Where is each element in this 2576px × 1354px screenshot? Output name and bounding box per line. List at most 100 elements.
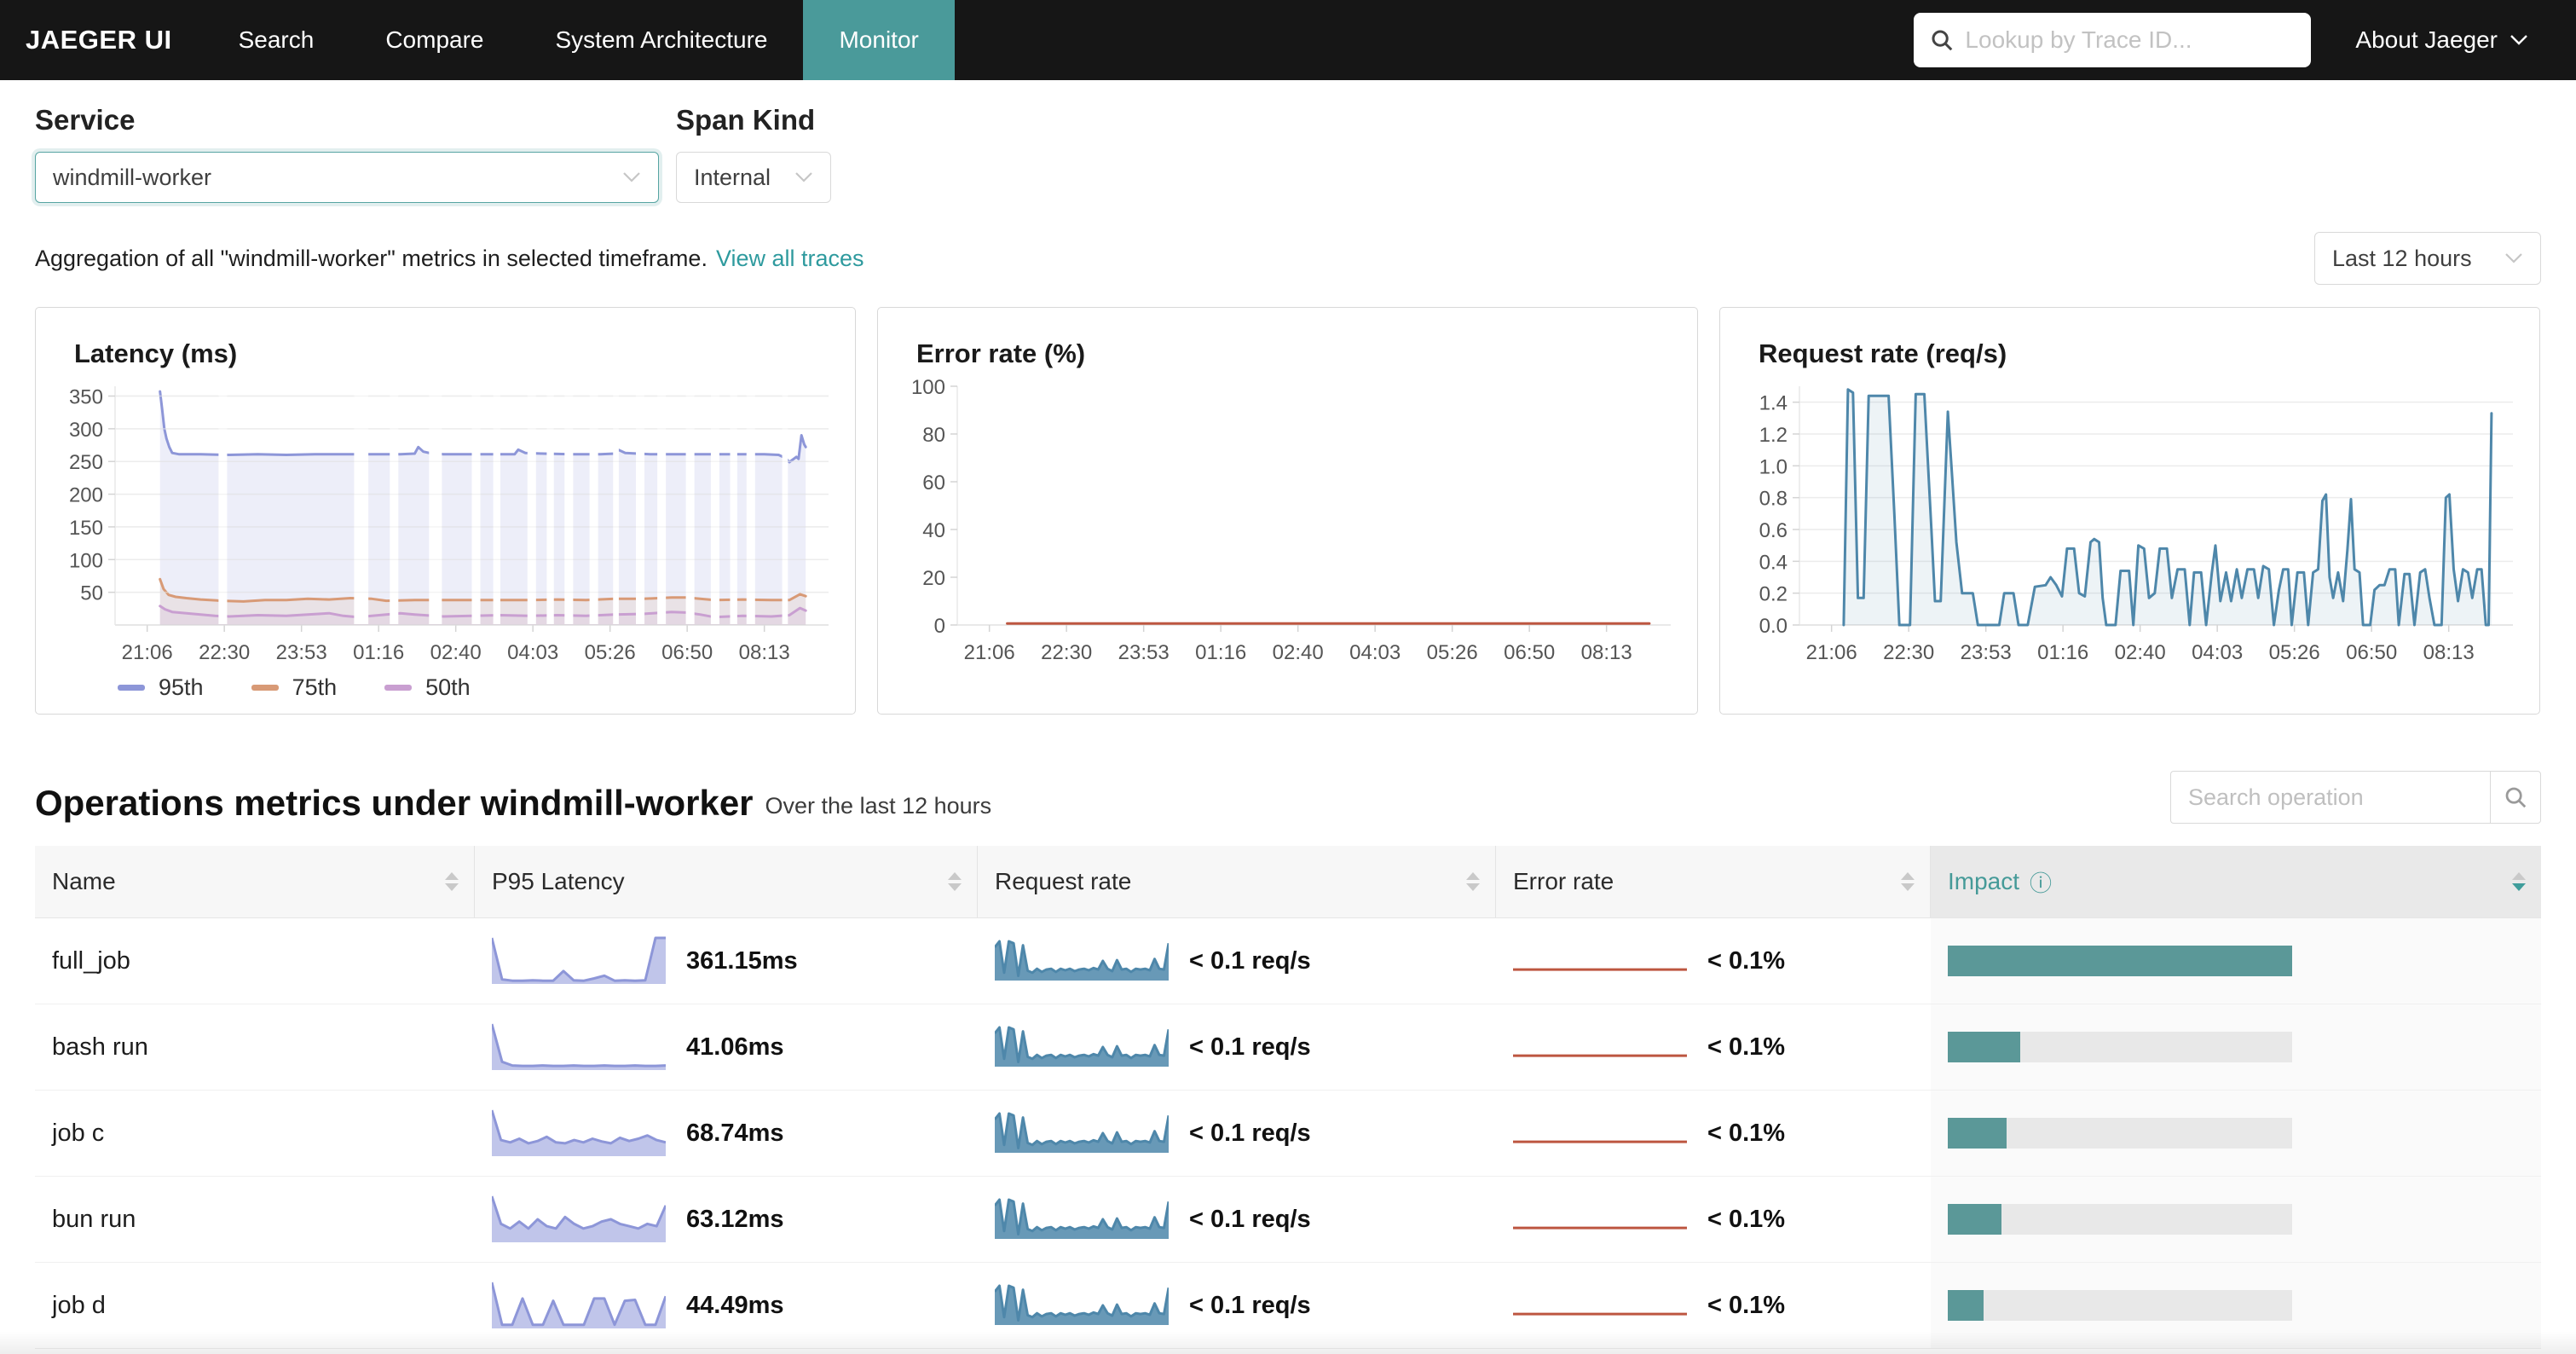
service-select-value: windmill-worker [53, 164, 212, 190]
p95-latency-sparkline [492, 1109, 666, 1156]
svg-text:350: 350 [69, 386, 103, 409]
operation-search-input[interactable] [2170, 771, 2490, 824]
timeframe-select-value: Last 12 hours [2332, 245, 2472, 271]
error-rate-sparkline [1513, 1226, 1687, 1230]
svg-text:200: 200 [69, 484, 103, 507]
operation-search [2170, 771, 2541, 824]
column-header-error-rate[interactable]: Error rate [1496, 846, 1931, 917]
p95-latency-value: 63.12ms [686, 1205, 784, 1233]
search-icon [1932, 30, 1953, 51]
impact-bar-track [1948, 1204, 2292, 1235]
table-row[interactable]: full_job 361.15ms < 0.1 req/s < 0.1% [35, 918, 2541, 1004]
svg-text:08:13: 08:13 [2423, 641, 2475, 664]
span-kind-select[interactable]: Internal [676, 152, 831, 203]
legend-item-95th: 95th [118, 674, 204, 701]
about-jaeger-menu[interactable]: About Jaeger [2355, 0, 2576, 80]
svg-text:01:16: 01:16 [1195, 641, 1246, 664]
span-kind-select-value: Internal [694, 164, 771, 190]
chevron-down-icon [2505, 253, 2522, 263]
sort-icon[interactable] [948, 872, 962, 891]
svg-text:01:16: 01:16 [353, 641, 404, 664]
operation-name: bun run [35, 1177, 475, 1262]
svg-text:08:13: 08:13 [739, 641, 790, 664]
sort-icon[interactable] [1901, 872, 1915, 891]
nav-item-monitor[interactable]: Monitor [803, 0, 955, 80]
svg-text:04:03: 04:03 [2192, 641, 2243, 664]
nav-item-compare[interactable]: Compare [385, 26, 484, 53]
info-icon[interactable]: ⓘ [2030, 870, 2053, 896]
request-rate-chart-card: Request rate (req/s) 0.0 0.2 0.4 0.6 0.8 1.0 1… [1719, 307, 2540, 715]
svg-text:02:40: 02:40 [2115, 641, 2166, 664]
p95-latency-value: 44.49ms [686, 1291, 784, 1319]
table-row[interactable]: bun run 63.12ms < 0.1 req/s < 0.1% [35, 1177, 2541, 1263]
latency-chart-card: Latency (ms) 50 100 150 200 250 300 350 21:06 22… [35, 307, 856, 715]
svg-text:21:06: 21:06 [1806, 641, 1857, 664]
p95-latency-sparkline [492, 1282, 666, 1328]
trace-id-search[interactable] [1914, 13, 2312, 67]
request-rate-sparkline [995, 940, 1169, 981]
column-header-request-rate[interactable]: Request rate [978, 846, 1496, 917]
error-rate-value: < 0.1% [1707, 946, 1786, 975]
error-rate-value: < 0.1% [1707, 1205, 1786, 1233]
impact-bar [1948, 1290, 1984, 1321]
request-rate-chart: 0.0 0.2 0.4 0.6 0.8 1.0 1.2 1.4 21:06 22:30 23:53 0… [1759, 386, 2513, 664]
nav-spacer [955, 0, 1915, 80]
sort-icon[interactable] [445, 872, 459, 891]
chevron-down-icon [623, 172, 640, 182]
impact-bar-track [1948, 1290, 2292, 1321]
table-row[interactable]: job c 68.74ms < 0.1 req/s < 0.1% [35, 1091, 2541, 1177]
sort-icon-active-desc[interactable] [2512, 872, 2526, 891]
impact-bar [1948, 1118, 2007, 1149]
service-charts: Latency (ms) 50 100 150 200 250 300 350 21:06 22… [0, 307, 2576, 715]
error-rate-chart-card: Error rate (%) 0 20 40 60 80 100 21:06 22:30 23:… [877, 307, 1698, 715]
impact-bar [1948, 1032, 2020, 1062]
view-all-traces-link[interactable]: View all traces [715, 245, 864, 271]
error-rate-value: < 0.1% [1707, 1119, 1786, 1147]
svg-text:0.2: 0.2 [1759, 583, 1788, 606]
nav-item-system-architecture[interactable]: System Architecture [555, 26, 768, 53]
service-select[interactable]: windmill-worker [35, 152, 659, 203]
request-rate-sparkline [995, 1198, 1169, 1239]
request-rate-value: < 0.1 req/s [1189, 946, 1311, 975]
svg-text:0.4: 0.4 [1759, 551, 1788, 574]
span-kind-label: Span Kind [676, 104, 816, 136]
operation-name: full_job [35, 918, 475, 1004]
svg-text:06:50: 06:50 [661, 641, 713, 664]
error-rate-sparkline [1513, 1312, 1687, 1316]
request-rate-sparkline [995, 1026, 1169, 1067]
svg-text:100: 100 [69, 549, 103, 572]
timeframe-select[interactable]: Last 12 hours [2314, 232, 2541, 285]
nav-item-search[interactable]: Search [238, 26, 315, 53]
latency-chart-title: Latency (ms) [74, 338, 238, 368]
legend-dash-95th [118, 685, 145, 691]
aggregation-text: Aggregation of all "windmill-worker" met… [35, 245, 708, 271]
operation-name: job c [35, 1091, 475, 1176]
svg-text:60: 60 [922, 472, 945, 495]
trace-id-input[interactable] [1965, 26, 2296, 54]
table-row[interactable]: bash run 41.06ms < 0.1 req/s < 0.1% [35, 1004, 2541, 1091]
svg-text:250: 250 [69, 451, 103, 474]
impact-bar [1948, 1204, 2001, 1235]
operations-table-body: full_job 361.15ms < 0.1 req/s < 0.1% bas… [35, 918, 2541, 1349]
p95-latency-sparkline [492, 1023, 666, 1070]
svg-text:02:40: 02:40 [430, 641, 482, 664]
service-label: Service [35, 104, 136, 136]
request-rate-value: < 0.1 req/s [1189, 1119, 1311, 1147]
error-rate-chart-title: Error rate (%) [916, 338, 1086, 368]
sort-icon[interactable] [1466, 872, 1480, 891]
column-header-p95-latency[interactable]: P95 Latency [475, 846, 978, 917]
table-row[interactable]: job d 44.49ms < 0.1 req/s < 0.1% [35, 1263, 2541, 1349]
column-header-impact[interactable]: Impact ⓘ [1931, 846, 2541, 917]
operations-title: Operations metrics under windmill-worker [35, 783, 754, 823]
top-nav: JAEGER UI Search Compare System Architec… [0, 0, 2576, 80]
operation-search-button[interactable] [2490, 771, 2541, 824]
latency-legend: 95th 75th 50th [36, 674, 855, 701]
svg-text:06:50: 06:50 [2346, 641, 2397, 664]
svg-text:1.2: 1.2 [1759, 424, 1788, 447]
p95-latency-value: 68.74ms [686, 1119, 784, 1147]
column-header-name[interactable]: Name [35, 846, 475, 917]
svg-text:0.8: 0.8 [1759, 488, 1788, 511]
svg-text:0.0: 0.0 [1759, 615, 1788, 638]
error-rate-chart: 0 20 40 60 80 100 21:06 22:30 23:53 01:16 02:40 04:… [911, 376, 1671, 664]
p95-latency-sparkline [492, 936, 666, 984]
